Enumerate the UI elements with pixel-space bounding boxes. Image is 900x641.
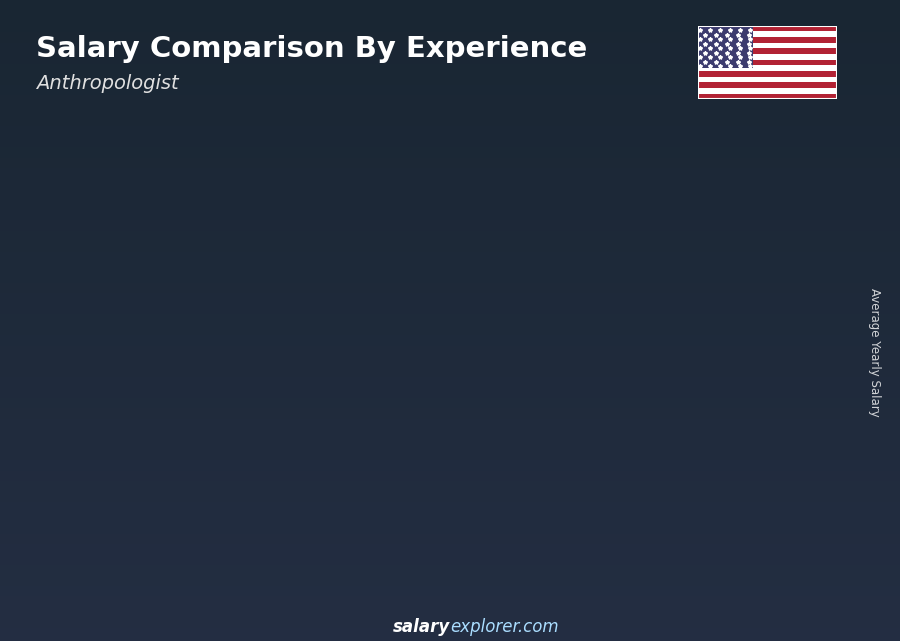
Bar <box>698 37 837 43</box>
Text: +22%: +22% <box>410 192 473 211</box>
Text: explorer.com: explorer.com <box>450 618 559 636</box>
Text: Average Yearly Salary: Average Yearly Salary <box>868 288 881 417</box>
Bar <box>142 426 148 567</box>
Text: Salary Comparison By Experience: Salary Comparison By Experience <box>36 35 587 63</box>
Bar <box>736 169 804 179</box>
FancyBboxPatch shape <box>605 211 673 567</box>
FancyBboxPatch shape <box>473 230 542 567</box>
Bar <box>81 422 148 426</box>
FancyBboxPatch shape <box>343 290 410 567</box>
Bar <box>343 283 410 290</box>
Bar <box>698 71 837 77</box>
Text: +6%: +6% <box>548 172 599 192</box>
Bar <box>698 48 837 54</box>
Bar <box>698 31 837 37</box>
Text: +42%: +42% <box>280 252 343 271</box>
Text: +38%: +38% <box>148 334 211 353</box>
Text: 157,000 USD: 157,000 USD <box>372 244 468 259</box>
Bar <box>698 94 837 99</box>
Bar <box>698 26 753 68</box>
FancyBboxPatch shape <box>736 179 804 567</box>
Text: +9%: +9% <box>680 140 729 160</box>
Bar <box>698 88 837 94</box>
FancyBboxPatch shape <box>212 372 280 567</box>
Bar <box>666 211 673 567</box>
Bar <box>81 426 89 567</box>
Bar <box>605 211 613 567</box>
Text: 65,800 USD: 65,800 USD <box>0 431 76 447</box>
Bar <box>797 179 804 567</box>
Bar <box>698 43 837 48</box>
Bar <box>736 179 744 567</box>
Text: Anthropologist: Anthropologist <box>36 74 178 93</box>
Bar <box>698 65 837 71</box>
Text: salary: salary <box>392 618 450 636</box>
Bar <box>698 60 837 65</box>
Text: 129,000 USD: 129,000 USD <box>241 301 338 317</box>
Bar <box>343 290 351 567</box>
Text: 166,000 USD: 166,000 USD <box>503 225 599 240</box>
Bar <box>698 54 837 60</box>
Bar <box>212 368 280 372</box>
FancyBboxPatch shape <box>81 426 148 567</box>
Text: 90,700 USD: 90,700 USD <box>285 380 373 395</box>
Bar <box>698 77 837 82</box>
Bar <box>698 82 837 88</box>
Bar <box>535 230 542 567</box>
Bar <box>212 372 220 567</box>
Bar <box>605 202 673 211</box>
Bar <box>473 230 482 567</box>
Text: 181,000 USD: 181,000 USD <box>809 194 900 210</box>
Bar <box>404 290 410 567</box>
Bar <box>273 372 280 567</box>
Bar <box>473 222 542 230</box>
Bar <box>698 26 837 31</box>
